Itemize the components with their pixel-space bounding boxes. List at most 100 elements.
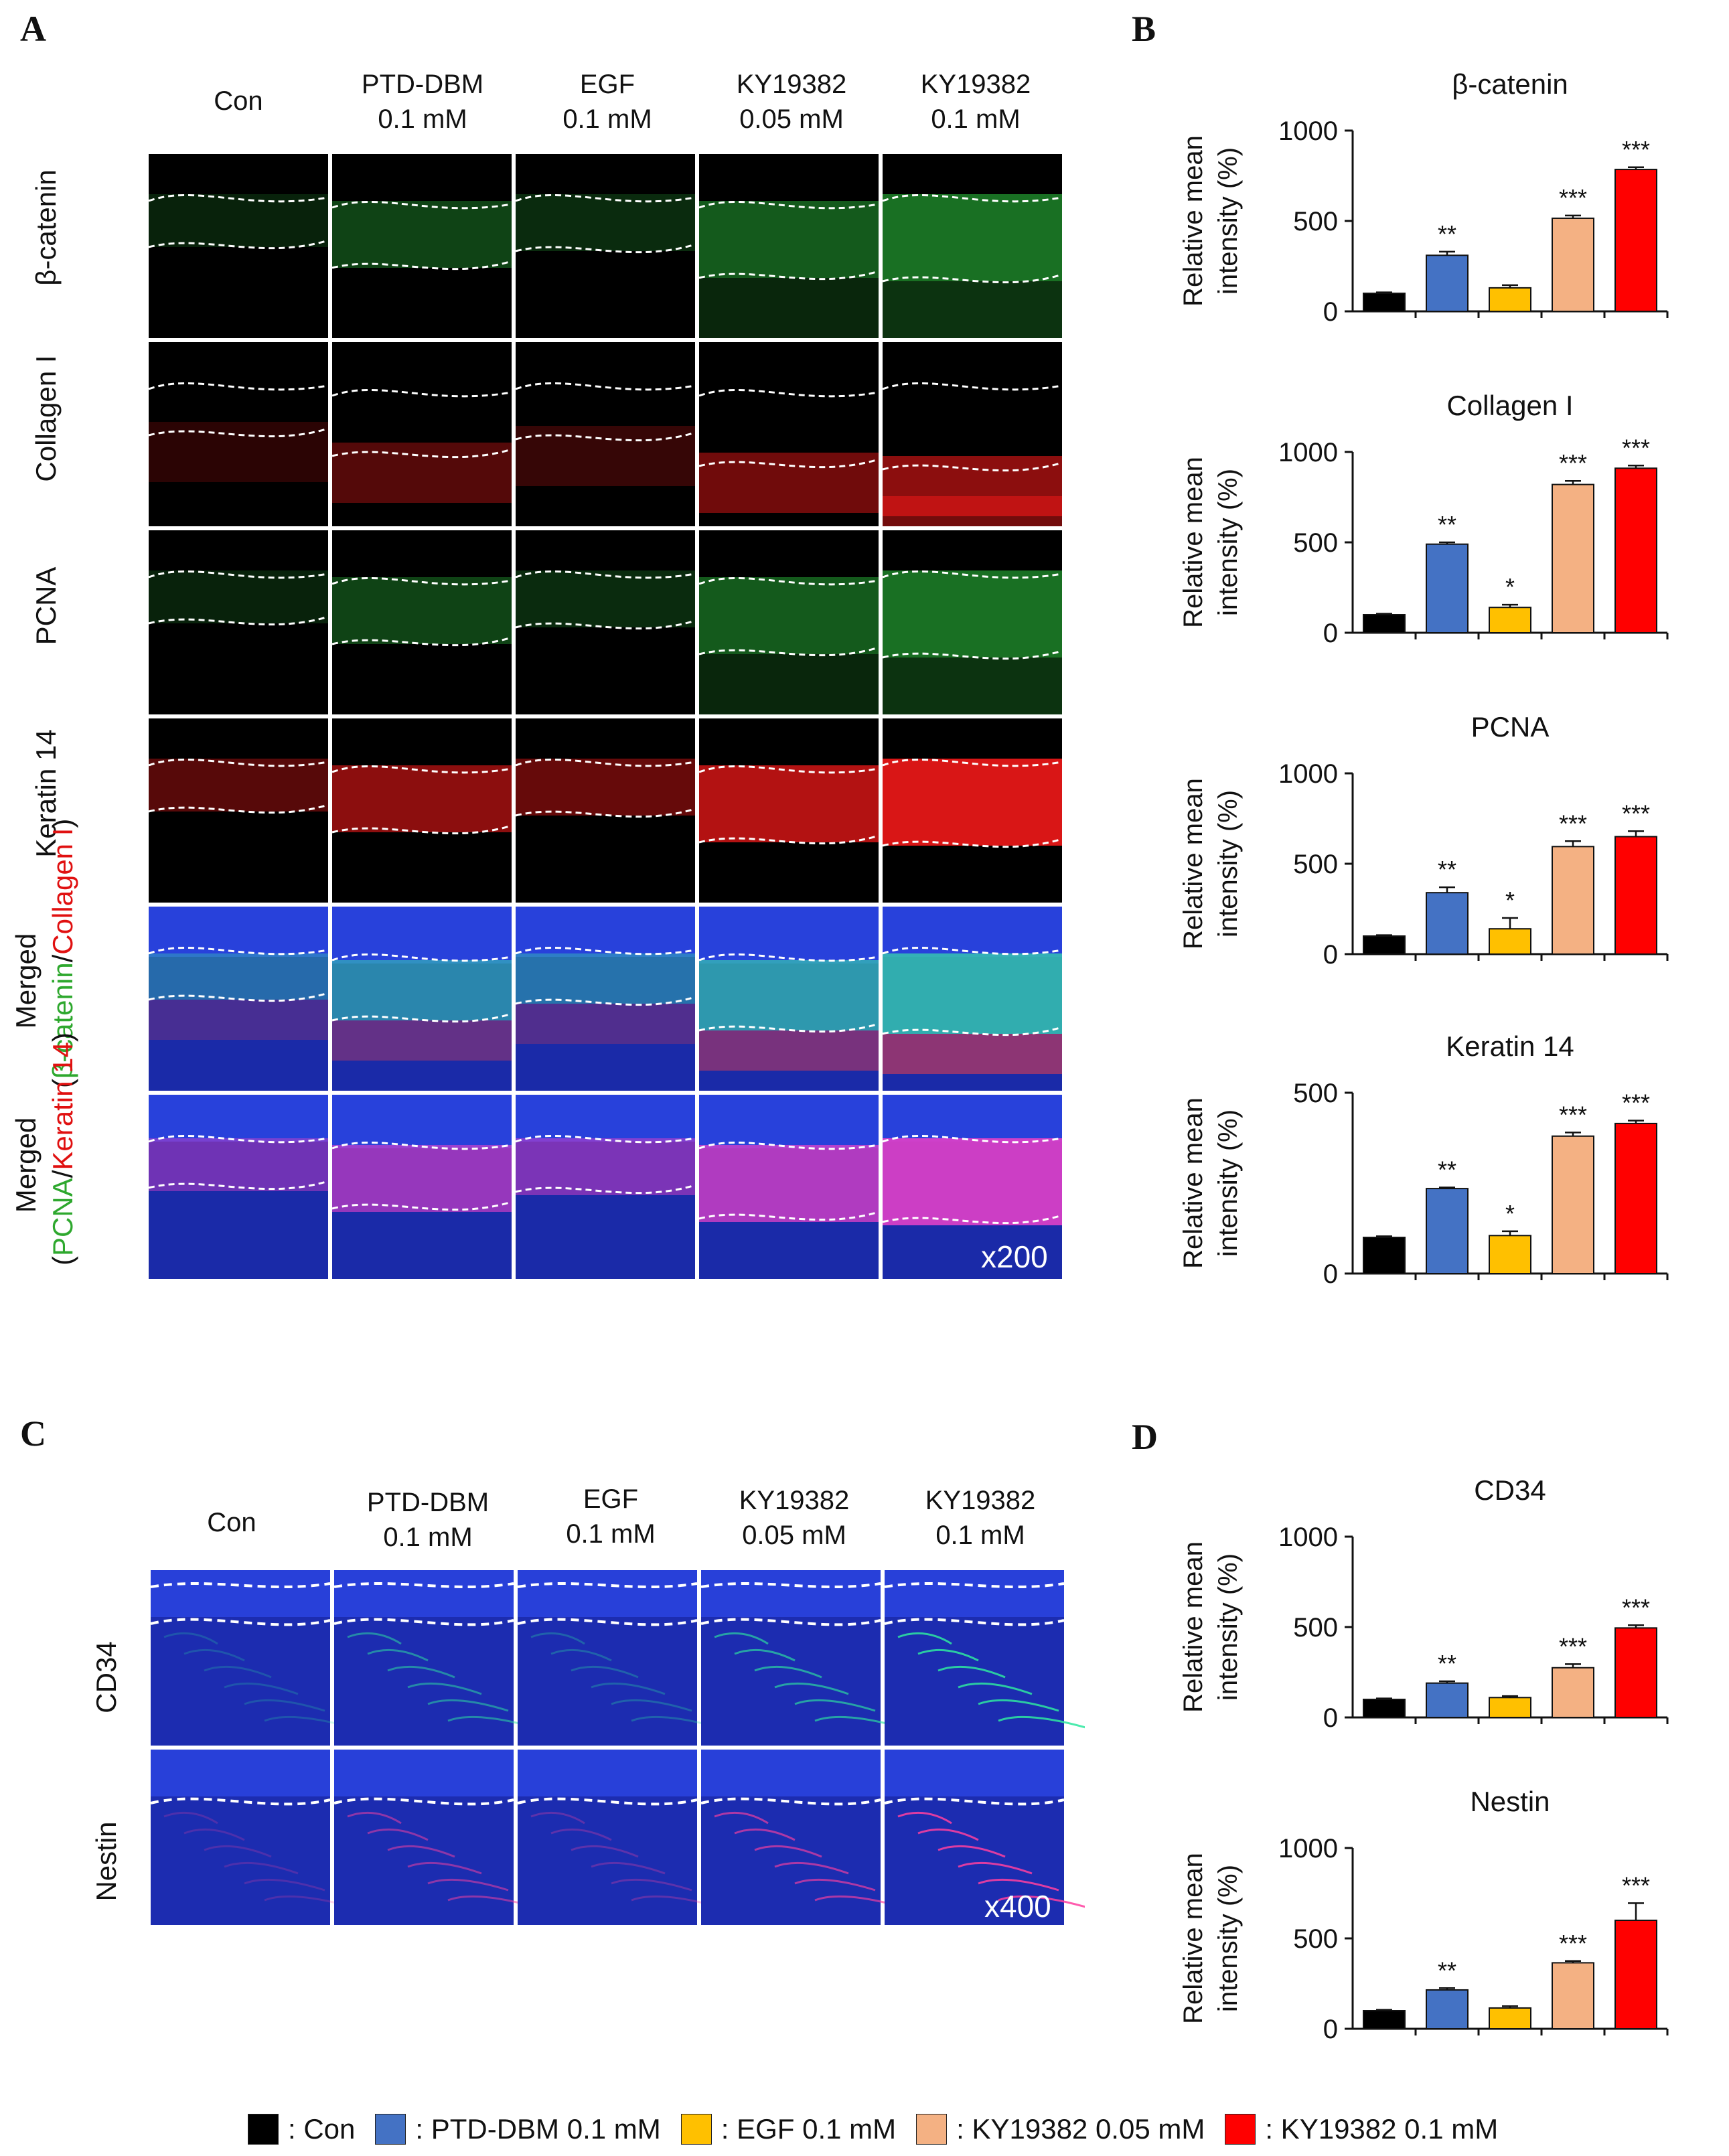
significance-label: *** [1622,1594,1650,1621]
bar [1489,1235,1531,1275]
bar-chart: Collagen I Relative mean intensity (%) 0 500… [1179,390,1669,648]
chart-ylabel: Relative mean intensity (%) [1179,1853,1243,2024]
col-header-egf: EGF 0.1 mM [562,70,652,134]
bar [1614,467,1657,633]
col-header-con: Con [214,86,263,116]
bar [1614,836,1657,955]
significance-label: *** [1559,1101,1587,1128]
micrograph-tile [882,718,1063,903]
significance-label: *** [1559,810,1587,837]
chart-title: CD34 [1474,1474,1546,1506]
micrograph-tile [882,907,1063,1091]
legend-label-ky19382-01: : KY19382 0.1 mM [1265,2113,1499,2145]
micrograph-tile [148,907,329,1091]
bar-chart: Keratin 14 Relative mean intensity (%) 0 500… [1179,1030,1669,1289]
legend-label-ptd-dbm: : PTD-DBM 0.1 mM [415,2113,661,2145]
bar-chart: CD34 Relative mean intensity (%) 0 500 1000 **… [1179,1474,1669,1733]
panel-a-micrographs [148,154,1063,1279]
c-col-header-ky19382-005: KY19382 0.05 mM [739,1486,850,1550]
significance-label: *** [1559,1632,1587,1660]
bar [1489,928,1531,955]
micrograph-tile [148,342,329,526]
c-col-header-con: Con [207,1508,256,1537]
chart-ylabel: Relative mean intensity (%) [1179,1541,1243,1713]
significance-label: ** [1438,1956,1456,1984]
chart-title: β-catenin [1452,68,1568,100]
micrograph-tile [882,342,1063,526]
micrograph-tile [698,342,879,526]
y-tick-label: 1000 [1278,1523,1338,1552]
bar [1426,1682,1469,1718]
bar [1363,1699,1406,1718]
y-tick-label: 500 [1293,1079,1338,1108]
micrograph-tile [515,530,696,714]
y-tick-label: 500 [1293,1613,1338,1642]
y-tick-label: 1000 [1278,1834,1338,1863]
bar [1426,1989,1469,2029]
merged-label-2-prefix: Merged [10,1117,42,1213]
legend-item-ky19382-01: : KY19382 0.1 mM [1225,2113,1498,2145]
chart-ylabel: Relative mean intensity (%) [1179,457,1243,628]
micrograph-tile [331,342,512,526]
significance-label: *** [1622,799,1650,827]
micrograph-tile [331,907,512,1091]
legend-item-con: : Con [248,2113,355,2145]
panel-letter-a: A [20,9,46,49]
c-col-header-ky19382-01: KY19382 0.1 mM [925,1486,1036,1550]
magnification-x200: x200 [981,1239,1048,1274]
col-header-ky19382-005: KY19382 0.05 mM [736,70,847,134]
bar [1489,1697,1531,1719]
y-tick-label: 1000 [1278,438,1338,467]
micrograph-tile [698,154,879,338]
significance-label: * [1505,1200,1515,1227]
legend-swatch-egf [680,2114,712,2145]
merged-label-1-prefix: Merged [10,933,42,1029]
panel-letter-d: D [1132,1417,1158,1457]
bar [1363,2010,1406,2029]
micrograph-tile [331,154,512,338]
significance-label: *** [1559,449,1587,477]
micrograph-tile [517,1570,719,1746]
significance-label: *** [1622,1871,1650,1899]
micrograph-tile [517,1750,719,1925]
bar [1552,217,1594,313]
col-header-ky19382-01: KY19382 0.1 mM [920,70,1031,134]
micrograph-tile [515,907,696,1091]
y-tick-label: 500 [1293,850,1338,879]
significance-label: ** [1438,1650,1456,1677]
micrograph-tile [148,718,329,903]
chart-title: Collagen I [1446,390,1573,421]
chart-title: PCNA [1471,711,1550,743]
significance-label: * [1505,573,1515,601]
c-col-header-ptd-dbm: PTD-DBM 0.1 mM [366,1488,490,1552]
significance-label: *** [1559,184,1587,212]
y-tick-label: 0 [1323,940,1338,970]
significance-label: *** [1622,136,1650,163]
bar-chart: β-catenin Relative mean intensity (%) 0 500 1… [1179,68,1669,327]
micrograph-tile [515,718,696,903]
micrograph-tile [150,1750,352,1925]
micrograph-tile [331,1095,512,1279]
micrograph-tile [515,1095,696,1279]
bar [1614,1122,1657,1275]
legend: : Con : PTD-DBM 0.1 mM : EGF 0.1 mM : KY… [248,2109,1518,2149]
legend-swatch-con [248,2114,279,2145]
micrograph-tile [331,718,512,903]
significance-label: ** [1438,511,1456,538]
y-tick-label: 500 [1293,207,1338,236]
micrograph-tile [698,907,879,1091]
bar [1426,543,1469,634]
row-label-nestin: Nestin [90,1821,122,1902]
row-label-collagen: Collagen I [30,355,62,482]
y-tick-label: 500 [1293,1924,1338,1954]
y-tick-label: 0 [1323,2015,1338,2044]
bar [1426,1188,1469,1274]
chart-ylabel: Relative mean intensity (%) [1179,1097,1243,1269]
chart-title: Nestin [1470,1786,1550,1817]
legend-swatch-ptd-dbm [375,2114,406,2145]
micrograph-tile [700,1750,903,1925]
chart-title: Keratin 14 [1446,1030,1574,1062]
significance-label: ** [1438,220,1456,248]
micrograph-tile [698,1095,879,1279]
